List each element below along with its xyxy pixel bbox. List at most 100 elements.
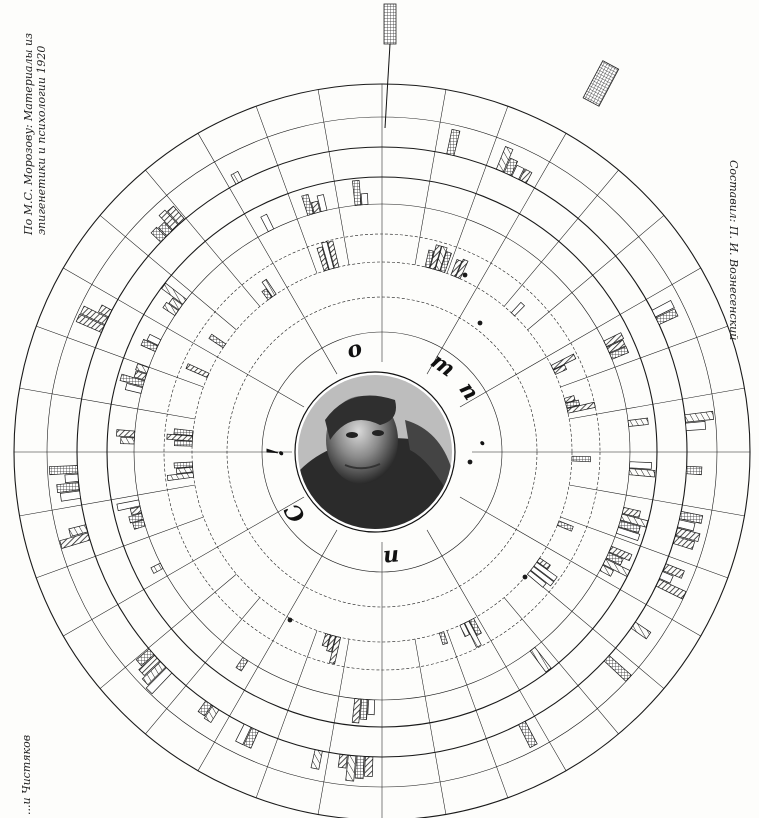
center-letter-1: o xyxy=(344,335,365,364)
radial-bar-13 xyxy=(345,754,357,782)
radial-bar-110 xyxy=(261,278,277,298)
spoke-4 xyxy=(527,573,665,689)
radial-bar-5 xyxy=(662,563,685,579)
credit-line-2: эпигенетики и психологии 1920 xyxy=(35,45,48,235)
spoke-2 xyxy=(560,516,728,579)
radial-bar-78 xyxy=(260,213,275,233)
radial-bar-46 xyxy=(685,421,706,431)
radial-bar-30 xyxy=(75,313,105,333)
radial-bar-116 xyxy=(434,245,448,272)
radial-bar-122 xyxy=(553,364,568,375)
radial-bar-81 xyxy=(316,194,328,213)
center-letter-3: C xyxy=(279,498,311,528)
radial-bar-63 xyxy=(132,519,146,530)
radial-bar-3 xyxy=(674,527,701,543)
radial-bar-93 xyxy=(526,570,547,588)
spoke-20 xyxy=(36,325,204,388)
radial-bar-7 xyxy=(655,578,687,600)
radial-bar-40 xyxy=(503,157,519,177)
radial-bar-14 xyxy=(337,753,348,769)
radial-bar-80 xyxy=(310,200,321,214)
spoke-3 xyxy=(459,496,701,637)
radial-bar-98 xyxy=(329,635,342,665)
spoke-12 xyxy=(197,529,338,771)
credit-left: По М.С. Морозову: Материалы из эпигенети… xyxy=(22,33,48,235)
radial-bar-67 xyxy=(120,436,135,445)
radial-bar-125 xyxy=(566,401,596,414)
radial-bar-66 xyxy=(116,499,141,512)
radial-bar-52 xyxy=(615,526,641,542)
radial-bar-51 xyxy=(618,520,641,534)
radial-bar-102 xyxy=(176,466,194,474)
radial-bar-36 xyxy=(167,205,186,225)
spoke-32 xyxy=(527,215,665,331)
radial-bar-96 xyxy=(459,622,470,638)
radial-bar-55 xyxy=(602,558,631,577)
radial-bar-108 xyxy=(208,333,227,349)
radial-bar-24 xyxy=(59,532,91,549)
credit-line-1: По М.С. Морозову: Материалы из xyxy=(22,32,35,235)
radial-bar-58 xyxy=(367,699,375,716)
spoke-22 xyxy=(99,215,237,331)
spoke-13 xyxy=(145,597,261,735)
radial-bar-50 xyxy=(620,513,649,528)
radial-bar-121 xyxy=(550,353,577,371)
radial-bar-35 xyxy=(158,209,179,231)
spoke-5 xyxy=(503,597,619,735)
spoke-8 xyxy=(414,639,447,815)
marker-dot-1 xyxy=(467,459,473,465)
radial-bar-87 xyxy=(627,417,649,427)
radial-bar-49 xyxy=(621,506,641,518)
radial-bar-45 xyxy=(684,410,714,423)
spoke-24 xyxy=(197,133,338,375)
spoke-25 xyxy=(255,106,318,274)
radial-bar-76 xyxy=(168,297,183,311)
spoke-11 xyxy=(255,630,318,798)
radial-bar-88 xyxy=(571,455,591,463)
radial-bar-2 xyxy=(677,519,696,532)
radial-bar-79 xyxy=(301,193,315,216)
radial-bar-73 xyxy=(140,338,159,352)
radial-bar-104 xyxy=(174,440,193,447)
radial-bar-97 xyxy=(438,631,449,646)
spoke-6 xyxy=(426,529,567,771)
spoke-28 xyxy=(414,89,447,265)
radial-bar-11 xyxy=(364,756,374,777)
credit-bottom-left: ...и Чистяков xyxy=(20,734,33,815)
spoke-7 xyxy=(446,630,509,798)
spoke-23 xyxy=(145,169,261,307)
radial-bar-103 xyxy=(173,461,193,469)
radial-bar-86 xyxy=(609,346,630,360)
radial-bar-91 xyxy=(533,561,558,582)
marker-dot-0 xyxy=(462,272,468,278)
radial-bar-12 xyxy=(354,755,365,780)
radial-bar-115 xyxy=(429,244,442,270)
radial-bar-105 xyxy=(166,433,194,442)
radial-bar-120 xyxy=(510,301,525,317)
radial-bar-20 xyxy=(145,667,173,695)
radial-bar-9 xyxy=(603,655,632,682)
spoke-19 xyxy=(19,387,195,420)
radial-bar-90 xyxy=(536,557,551,570)
radial-bar-119 xyxy=(455,258,469,280)
radial-bar-33 xyxy=(150,226,167,243)
radial-bar-94 xyxy=(469,618,482,636)
spoke-10 xyxy=(317,639,350,815)
radial-bar-72 xyxy=(135,363,150,374)
radial-bar-34 xyxy=(158,221,173,237)
spoke-34 xyxy=(560,325,728,388)
radial-bar-8 xyxy=(630,621,652,640)
radial-bar-19 xyxy=(197,700,213,717)
radial-bar-64 xyxy=(128,512,144,524)
spoke-30 xyxy=(426,133,567,375)
radial-bar-21 xyxy=(141,661,167,686)
radial-bar-43 xyxy=(651,300,675,318)
radial-bar-85 xyxy=(606,339,626,354)
radial-bar-124 xyxy=(565,399,581,409)
radial-bar-32 xyxy=(98,304,113,318)
radial-bar-57 xyxy=(529,646,552,673)
radial-bar-15 xyxy=(310,749,323,770)
radial-bar-6 xyxy=(659,571,674,584)
radial-bar-39 xyxy=(495,146,514,173)
